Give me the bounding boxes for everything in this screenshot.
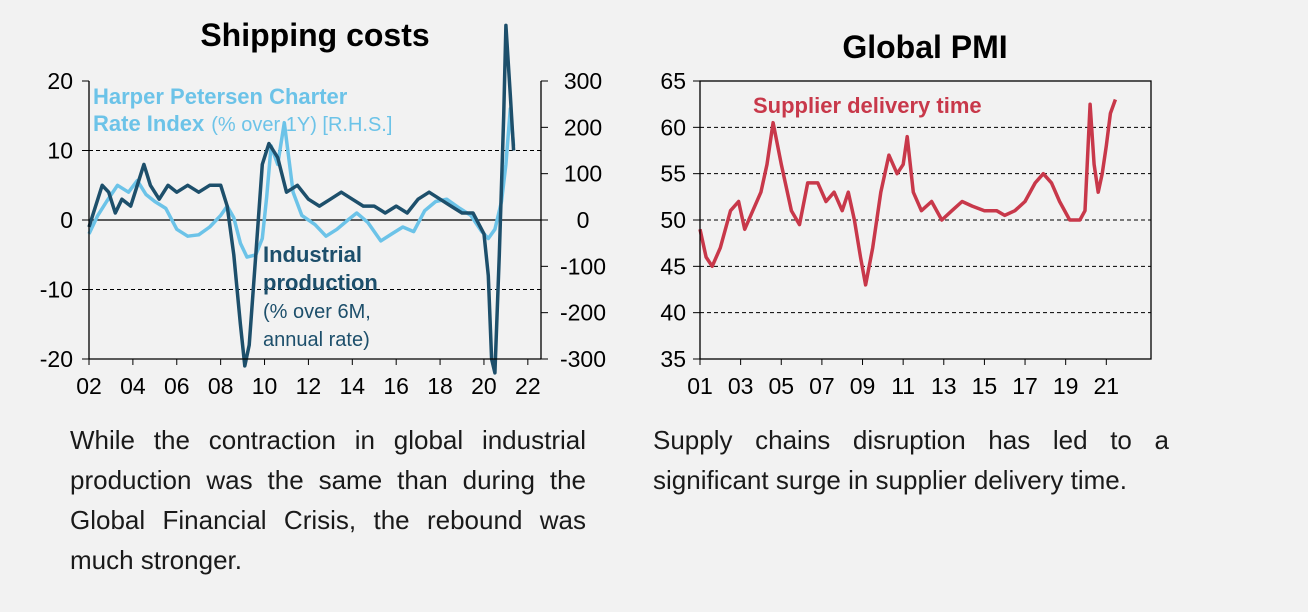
x-axis: 01 03 05 07 09 11 13 15 17 19 21 [687, 359, 1119, 399]
y-tick-label: 55 [660, 161, 686, 187]
gridlines [89, 150, 541, 290]
caption-right: Supply chains disruption has led to a si… [653, 425, 1169, 495]
y-tick-label: 10 [47, 138, 73, 164]
ip-series-label-line2: production [263, 270, 378, 295]
y-tick-label: 45 [660, 253, 686, 279]
gridlines [700, 126, 1151, 314]
series-lines [698, 98, 1118, 287]
y2-tick-label: 200 [564, 114, 602, 140]
x-tick-label: 08 [208, 373, 234, 399]
x-tick-label: 22 [515, 373, 541, 399]
x-tick-label: 14 [340, 373, 366, 399]
global-pmi-chart: Global PMI 65 60 55 50 45 40 35 01 03 05 07 09 11 13… [660, 29, 1152, 399]
x-tick-label: 19 [1053, 373, 1079, 399]
y2-tick-label: -200 [560, 300, 606, 326]
x-tick-label: 01 [687, 373, 713, 399]
caption-left: While the contraction in global industri… [70, 425, 586, 575]
x-tick-label: 10 [252, 373, 278, 399]
y-tick-label: 50 [660, 207, 686, 233]
y-tick-label: -10 [40, 277, 73, 303]
x-tick-label: 05 [768, 373, 794, 399]
x-tick-label: 12 [296, 373, 322, 399]
x-tick-label: 03 [728, 373, 754, 399]
x-tick-label: 04 [120, 373, 146, 399]
x-tick-label: 18 [427, 373, 453, 399]
ip-series-unit-line2: annual rate) [263, 329, 370, 351]
axes [699, 80, 1152, 360]
x-tick-label: 07 [809, 373, 835, 399]
y2-tick-label: 300 [564, 68, 602, 94]
supplier-delivery-time-line [698, 98, 1118, 287]
hp-series-label-line2: Rate Index (% over 1Y) [R.H.S.] [93, 111, 392, 136]
y2-tick-label: 0 [577, 207, 590, 233]
pmi-series-label: Supplier delivery time [753, 93, 982, 118]
x-tick-label: 11 [891, 373, 915, 399]
x-axis: 02 04 06 08 10 12 14 16 18 20 22 [76, 359, 541, 399]
y-tick-label: 0 [60, 207, 73, 233]
x-tick-label: 16 [383, 373, 409, 399]
ip-series-label-line1: Industrial [263, 242, 362, 267]
y2-tick-label: -100 [560, 253, 606, 279]
ip-series-unit-line1: (% over 6M, [263, 301, 371, 323]
x-tick-label: 02 [76, 373, 102, 399]
x-tick-label: 13 [931, 373, 957, 399]
y-axis: 65 60 55 50 45 40 35 [660, 68, 700, 372]
x-tick-label: 06 [164, 373, 190, 399]
y-tick-label: 40 [660, 300, 686, 326]
x-tick-label: 09 [850, 373, 876, 399]
x-tick-label: 21 [1094, 373, 1120, 399]
hp-charter-index-line [87, 107, 516, 259]
chart-title: Global PMI [842, 29, 1007, 65]
chart-title: Shipping costs [200, 17, 429, 53]
x-tick-label: 17 [1012, 373, 1038, 399]
y-tick-label: 35 [660, 346, 686, 372]
y-tick-label: 60 [660, 114, 686, 140]
y-tick-label: 20 [47, 68, 73, 94]
left-y-axis: 20 10 0 -10 -20 [40, 68, 89, 372]
hp-series-label-line1: Harper Petersen Charter [93, 84, 348, 109]
y2-tick-label: -300 [560, 346, 606, 372]
series-lines [87, 23, 516, 375]
y-tick-label: 65 [660, 68, 686, 94]
y-tick-label: -20 [40, 346, 73, 372]
y2-tick-label: 100 [564, 161, 602, 187]
hp-series-label-bold: Rate Index [93, 111, 205, 136]
axes [88, 81, 542, 360]
right-y-axis: 300 200 100 0 -100 -200 -300 [541, 68, 606, 372]
x-tick-label: 20 [471, 373, 497, 399]
hp-series-label-unit: (% over 1Y) [R.H.S.] [211, 114, 392, 136]
x-tick-label: 15 [972, 373, 998, 399]
industrial-production-line [87, 23, 516, 375]
plot-frame [699, 80, 1152, 360]
